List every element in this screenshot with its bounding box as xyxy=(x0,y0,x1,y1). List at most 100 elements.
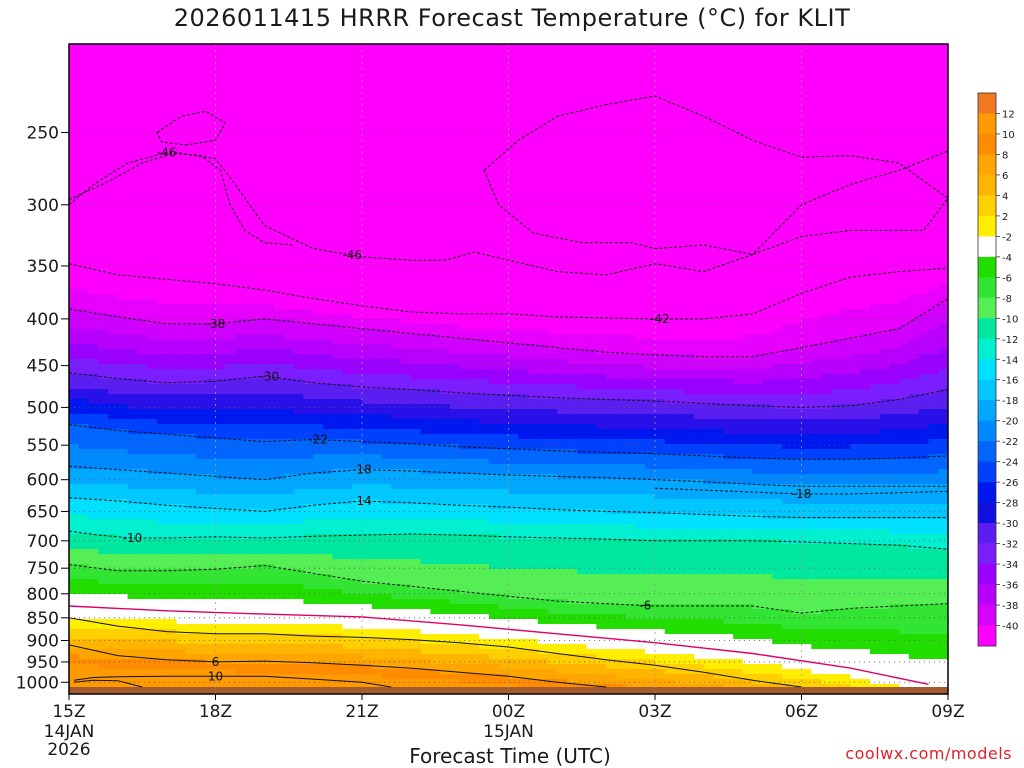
fill-cell xyxy=(186,494,197,500)
fill-cell xyxy=(381,439,392,445)
fill-cell xyxy=(371,684,383,690)
fill-cell xyxy=(283,254,295,260)
fill-cell xyxy=(98,54,109,60)
fill-cell xyxy=(117,584,129,590)
fill-cell xyxy=(362,624,373,630)
fill-cell xyxy=(322,454,334,460)
fill-cell xyxy=(186,159,197,165)
fill-cell xyxy=(166,469,178,475)
fill-cell xyxy=(303,554,314,560)
fill-cell xyxy=(283,459,295,465)
fill-cell xyxy=(371,199,383,205)
fill-cell xyxy=(215,159,226,165)
fill-cell xyxy=(420,84,431,90)
fill-cell xyxy=(205,614,217,620)
fill-cell xyxy=(401,234,412,240)
fill-cell xyxy=(69,309,80,315)
fill-cell xyxy=(430,654,441,660)
fill-cell xyxy=(254,339,265,345)
fill-cell xyxy=(69,444,80,450)
fill-cell xyxy=(137,254,148,260)
fill-cell xyxy=(117,554,129,560)
fill-cell xyxy=(303,314,314,320)
fill-cell xyxy=(166,494,178,500)
fill-cell xyxy=(176,259,187,265)
fill-cell xyxy=(420,549,431,555)
fill-cell xyxy=(362,334,373,340)
fill-cell xyxy=(137,239,148,245)
fill-cell xyxy=(137,424,148,430)
fill-cell xyxy=(362,449,373,455)
fill-cell xyxy=(137,524,148,530)
fill-cell xyxy=(391,64,402,70)
fill-cell xyxy=(98,134,109,140)
fill-cell xyxy=(410,539,422,545)
fill-cell xyxy=(352,624,363,630)
fill-cell xyxy=(244,264,256,270)
fill-cell xyxy=(264,344,275,350)
fill-cell xyxy=(69,454,80,460)
fill-cell xyxy=(352,639,363,645)
fill-cell xyxy=(195,559,207,565)
fill-cell xyxy=(127,369,138,375)
fill-cell xyxy=(391,314,402,320)
fill-cell xyxy=(303,139,314,145)
fill-cell xyxy=(147,524,158,530)
fill-cell xyxy=(352,209,363,215)
fill-cell xyxy=(254,479,265,485)
fill-cell xyxy=(303,134,314,140)
fill-cell xyxy=(283,539,295,545)
fill-cell xyxy=(98,189,109,195)
fill-cell xyxy=(352,559,363,565)
fill-cell xyxy=(391,234,402,240)
fill-cell xyxy=(137,554,148,560)
fill-cell xyxy=(332,504,344,510)
fill-cell xyxy=(235,384,246,390)
fill-cell xyxy=(322,464,334,470)
fill-cell xyxy=(264,644,275,650)
fill-cell xyxy=(176,604,187,610)
fill-cell xyxy=(117,384,129,390)
fill-cell xyxy=(440,49,451,55)
fill-cell xyxy=(127,184,138,190)
fill-cell xyxy=(332,274,344,280)
fill-cell xyxy=(147,434,158,440)
fill-cell xyxy=(391,419,402,425)
fill-cell xyxy=(381,119,392,125)
fill-cell xyxy=(440,99,451,105)
fill-cell xyxy=(244,379,256,385)
fill-cell xyxy=(313,504,324,510)
fill-cell xyxy=(235,44,246,50)
fill-cell xyxy=(186,364,197,370)
fill-cell xyxy=(69,559,80,565)
fill-cell xyxy=(117,474,129,480)
fill-cell xyxy=(137,414,148,420)
fill-cell xyxy=(283,639,295,645)
fill-cell xyxy=(352,389,363,395)
fill-cell xyxy=(430,184,441,190)
fill-cell xyxy=(88,659,99,665)
fill-cell xyxy=(127,344,138,350)
fill-cell xyxy=(410,164,422,170)
fill-cell xyxy=(303,219,314,225)
fill-cell xyxy=(283,559,295,565)
fill-cell xyxy=(274,539,285,545)
fill-cell xyxy=(274,219,285,225)
fill-cell xyxy=(78,269,90,275)
fill-cell xyxy=(195,119,207,125)
fill-cell xyxy=(381,134,392,140)
fill-cell xyxy=(195,354,207,360)
fill-cell xyxy=(322,344,334,350)
fill-cell xyxy=(235,394,246,400)
fill-cell xyxy=(313,444,324,450)
fill-cell xyxy=(205,629,217,635)
fill-cell xyxy=(78,74,90,80)
fill-cell xyxy=(137,419,148,425)
fill-cell xyxy=(401,334,412,340)
fill-cell xyxy=(69,394,80,400)
fill-cell xyxy=(313,649,324,655)
fill-cell xyxy=(264,294,275,300)
fill-cell xyxy=(352,134,363,140)
fill-cell xyxy=(283,599,295,605)
fill-cell xyxy=(69,584,80,590)
